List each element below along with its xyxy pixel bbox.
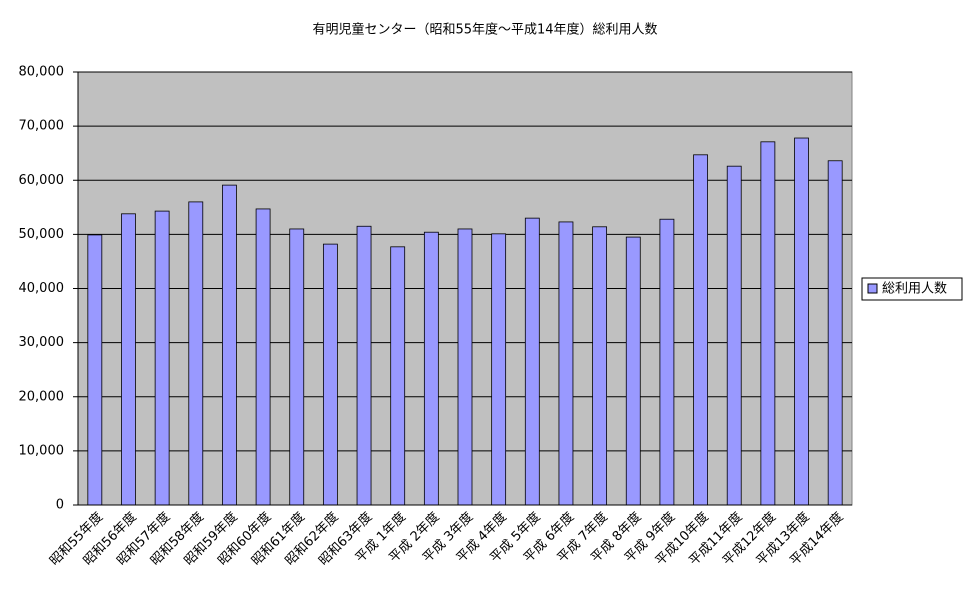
y-tick-label: 0 — [56, 498, 64, 513]
bar — [491, 233, 507, 506]
bar — [356, 225, 372, 506]
bar — [121, 213, 136, 506]
bar — [390, 246, 406, 506]
bar — [423, 231, 439, 506]
bar — [154, 210, 170, 506]
bar — [289, 228, 305, 506]
bar — [726, 165, 742, 506]
y-tick-label: 80,000 — [19, 65, 65, 80]
legend-box — [861, 277, 963, 301]
bar — [255, 208, 271, 506]
y-tick-label: 70,000 — [19, 119, 65, 134]
bar — [827, 160, 843, 506]
bar — [625, 236, 641, 506]
bar — [558, 221, 574, 506]
bar — [322, 243, 338, 506]
legend-label: 総利用人数 — [882, 282, 947, 297]
y-tick-label: 40,000 — [19, 281, 65, 296]
y-tick-label: 60,000 — [19, 173, 65, 188]
bar — [188, 201, 204, 506]
bar — [794, 137, 809, 506]
bar — [693, 154, 708, 506]
y-tick-label: 30,000 — [19, 335, 65, 350]
chart-title: 有明児童センター（昭和55年度～平成14年度）総利用人数 — [312, 22, 657, 38]
bar — [524, 217, 540, 506]
bar — [659, 218, 675, 506]
bar — [592, 226, 608, 506]
y-tick-label: 50,000 — [19, 227, 65, 242]
bar — [87, 234, 103, 506]
bar — [222, 184, 237, 506]
legend-swatch — [867, 283, 878, 294]
y-tick-label: 10,000 — [19, 443, 65, 458]
y-tick-label: 20,000 — [19, 389, 65, 404]
bar — [760, 141, 776, 506]
bar — [457, 228, 473, 506]
